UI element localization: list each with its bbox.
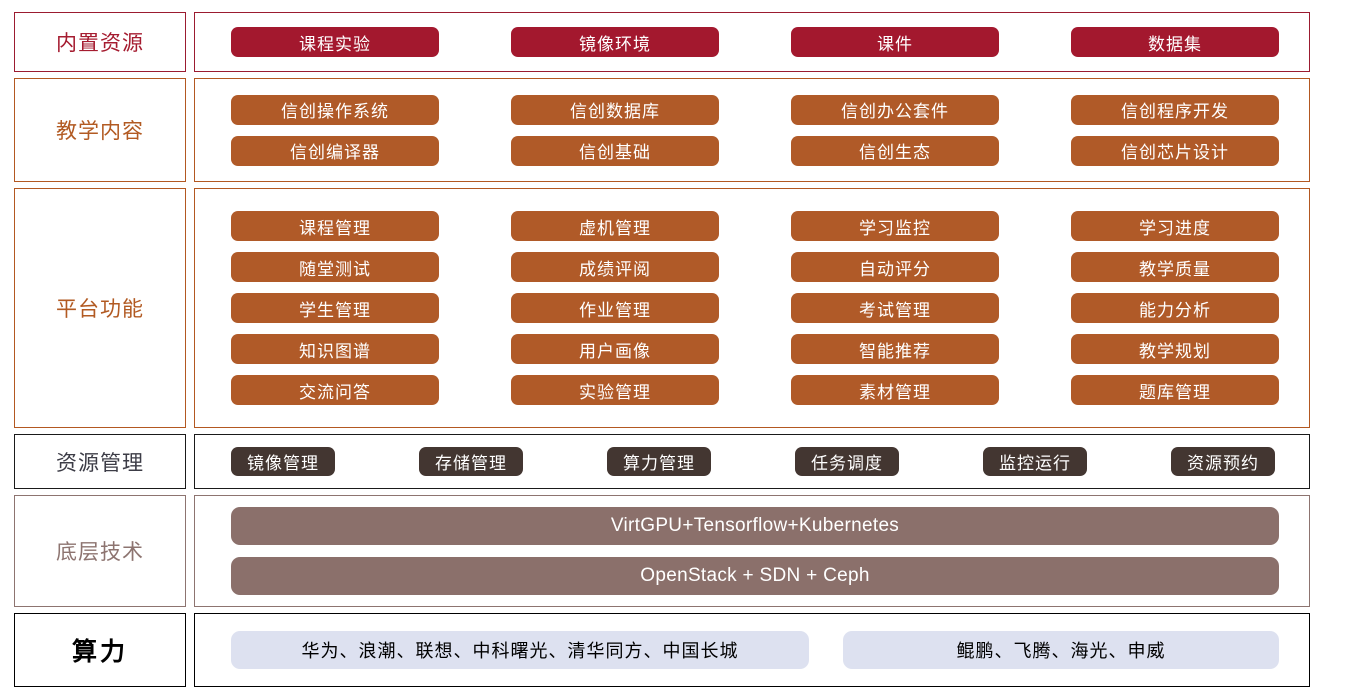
layer-row-builtin-resources: 内置资源 课程实验 镜像环境 课件 数据集: [14, 12, 1310, 72]
layer-row-platform-functions: 平台功能 课程管理 虚机管理 学习监控 学习进度 随堂测试 成绩评阅 自动评分 …: [14, 188, 1310, 428]
platform-function-item[interactable]: 题库管理: [1071, 375, 1279, 405]
platform-function-item[interactable]: 作业管理: [511, 293, 719, 323]
builtin-resource-item[interactable]: 数据集: [1071, 27, 1279, 57]
resource-management-item[interactable]: 资源预约: [1171, 447, 1275, 476]
platform-function-item[interactable]: 学习进度: [1071, 211, 1279, 241]
platform-function-item[interactable]: 智能推荐: [791, 334, 999, 364]
builtin-resource-item[interactable]: 课程实验: [231, 27, 439, 57]
row-label-teaching-content: 教学内容: [14, 78, 186, 182]
underlying-technology-stack: VirtGPU+Tensorflow+Kubernetes OpenStack …: [231, 507, 1279, 595]
platform-function-item[interactable]: 随堂测试: [231, 252, 439, 282]
teaching-content-item[interactable]: 信创数据库: [511, 94, 719, 125]
layer-row-computing-power: 算力 华为、浪潮、联想、中科曙光、清华同方、中国长城 鲲鹏、飞腾、海光、申威: [14, 613, 1310, 687]
platform-function-item[interactable]: 教学质量: [1071, 252, 1279, 282]
platform-function-item[interactable]: 能力分析: [1071, 293, 1279, 323]
platform-function-item[interactable]: 学生管理: [231, 293, 439, 323]
platform-function-item[interactable]: 教学规划: [1071, 334, 1279, 364]
resource-management-item[interactable]: 存储管理: [419, 447, 523, 476]
platform-function-item[interactable]: 素材管理: [791, 375, 999, 405]
builtin-resource-item[interactable]: 镜像环境: [511, 27, 719, 57]
computing-power-vendor-item[interactable]: 鲲鹏、飞腾、海光、申威: [843, 631, 1279, 669]
platform-function-item[interactable]: 虚机管理: [511, 211, 719, 241]
resource-management-item[interactable]: 镜像管理: [231, 447, 335, 476]
platform-function-item[interactable]: 自动评分: [791, 252, 999, 282]
row-body-computing-power: 华为、浪潮、联想、中科曙光、清华同方、中国长城 鲲鹏、飞腾、海光、申威: [194, 613, 1310, 687]
row-body-builtin-resources: 课程实验 镜像环境 课件 数据集: [194, 12, 1310, 72]
row-label-underlying-technology: 底层技术: [14, 495, 186, 607]
teaching-content-item[interactable]: 信创基础: [511, 135, 719, 166]
row-body-resource-management: 镜像管理 存储管理 算力管理 任务调度 监控运行 资源预约: [194, 434, 1310, 489]
underlying-technology-item[interactable]: OpenStack + SDN + Ceph: [231, 557, 1279, 595]
underlying-technology-item[interactable]: VirtGPU+Tensorflow+Kubernetes: [231, 507, 1279, 545]
teaching-content-item[interactable]: 信创编译器: [231, 135, 439, 166]
platform-function-item[interactable]: 用户画像: [511, 334, 719, 364]
resource-management-item[interactable]: 监控运行: [983, 447, 1087, 476]
row-label-computing-power: 算力: [14, 613, 186, 687]
resource-management-item[interactable]: 算力管理: [607, 447, 711, 476]
platform-function-item[interactable]: 课程管理: [231, 211, 439, 241]
platform-functions-grid: 课程管理 虚机管理 学习监控 学习进度 随堂测试 成绩评阅 自动评分 教学质量 …: [231, 211, 1279, 405]
layer-row-underlying-technology: 底层技术 VirtGPU+Tensorflow+Kubernetes OpenS…: [14, 495, 1310, 607]
builtin-resource-item[interactable]: 课件: [791, 27, 999, 57]
layer-row-resource-management: 资源管理 镜像管理 存储管理 算力管理 任务调度 监控运行 资源预约: [14, 434, 1310, 489]
platform-function-item[interactable]: 成绩评阅: [511, 252, 719, 282]
teaching-content-item[interactable]: 信创芯片设计: [1071, 135, 1279, 166]
teaching-content-item[interactable]: 信创程序开发: [1071, 94, 1279, 125]
builtin-resources-grid: 课程实验 镜像环境 课件 数据集: [231, 27, 1279, 57]
platform-function-item[interactable]: 实验管理: [511, 375, 719, 405]
computing-power-vendor-row: 华为、浪潮、联想、中科曙光、清华同方、中国长城 鲲鹏、飞腾、海光、申威: [231, 631, 1279, 669]
teaching-content-grid: 信创操作系统 信创数据库 信创办公套件 信创程序开发 信创编译器 信创基础 信创…: [231, 94, 1279, 166]
row-label-builtin-resources: 内置资源: [14, 12, 186, 72]
teaching-content-item[interactable]: 信创办公套件: [791, 94, 999, 125]
platform-function-item[interactable]: 知识图谱: [231, 334, 439, 364]
computing-power-vendor-item[interactable]: 华为、浪潮、联想、中科曙光、清华同方、中国长城: [231, 631, 809, 669]
platform-function-item[interactable]: 学习监控: [791, 211, 999, 241]
platform-function-item[interactable]: 考试管理: [791, 293, 999, 323]
row-body-underlying-technology: VirtGPU+Tensorflow+Kubernetes OpenStack …: [194, 495, 1310, 607]
teaching-content-item[interactable]: 信创生态: [791, 135, 999, 166]
resource-management-strip: 镜像管理 存储管理 算力管理 任务调度 监控运行 资源预约: [231, 447, 1279, 476]
layer-row-teaching-content: 教学内容 信创操作系统 信创数据库 信创办公套件 信创程序开发 信创编译器 信创…: [14, 78, 1310, 182]
teaching-content-item[interactable]: 信创操作系统: [231, 94, 439, 125]
platform-function-item[interactable]: 交流问答: [231, 375, 439, 405]
row-label-platform-functions: 平台功能: [14, 188, 186, 428]
row-body-platform-functions: 课程管理 虚机管理 学习监控 学习进度 随堂测试 成绩评阅 自动评分 教学质量 …: [194, 188, 1310, 428]
row-body-teaching-content: 信创操作系统 信创数据库 信创办公套件 信创程序开发 信创编译器 信创基础 信创…: [194, 78, 1310, 182]
resource-management-item[interactable]: 任务调度: [795, 447, 899, 476]
row-label-resource-management: 资源管理: [14, 434, 186, 489]
